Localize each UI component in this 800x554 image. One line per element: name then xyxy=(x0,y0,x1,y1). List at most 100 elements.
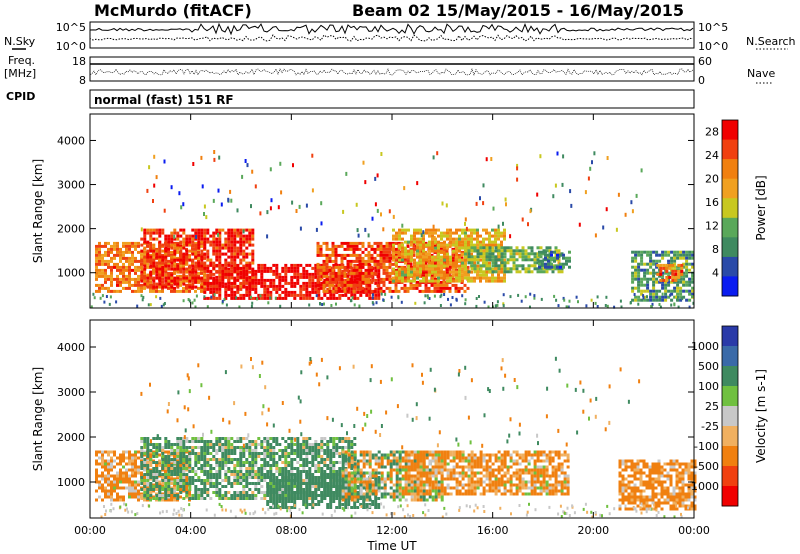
heatmap-cell xyxy=(236,437,240,440)
heatmap-cell xyxy=(254,272,258,276)
heatmap-cell xyxy=(191,234,195,238)
heatmap-cell xyxy=(449,261,452,265)
heatmap-cell xyxy=(398,234,401,238)
heatmap-cell xyxy=(182,270,186,274)
heatmap-cell xyxy=(497,243,500,247)
heatmap-cell xyxy=(236,494,240,497)
heatmap-cell xyxy=(155,494,159,497)
heatmap-cell xyxy=(140,461,144,464)
heatmap-cell xyxy=(131,283,134,287)
heatmap-cell xyxy=(485,267,489,271)
heatmap-cell xyxy=(206,281,210,285)
heatmap-cell xyxy=(155,276,159,280)
heatmap-cell xyxy=(691,292,695,296)
heatmap-cell xyxy=(248,473,252,476)
heatmap-cell xyxy=(343,271,347,275)
heatmap-cell xyxy=(667,253,671,257)
heatmap-cell xyxy=(446,246,449,250)
heatmap-cell xyxy=(263,458,267,461)
heatmap-cell xyxy=(406,289,410,293)
heatmap-cell xyxy=(164,255,168,259)
heatmap-cell xyxy=(390,295,393,299)
heatmap-cell xyxy=(241,174,244,179)
heatmap-cell xyxy=(568,299,571,303)
heatmap-cell xyxy=(331,277,335,281)
heatmap-cell xyxy=(325,280,329,284)
heatmap-cell xyxy=(160,304,163,308)
heatmap-cell xyxy=(128,286,131,290)
heatmap-cell xyxy=(155,443,159,446)
heatmap-cell xyxy=(137,259,140,263)
heatmap-cell xyxy=(488,264,491,268)
heatmap-cell xyxy=(191,250,194,254)
heatmap-cell xyxy=(392,279,395,283)
heatmap-cell xyxy=(392,246,395,250)
heatmap-cell xyxy=(652,271,656,275)
heatmap-cell xyxy=(260,269,264,273)
heatmap-cell xyxy=(200,479,204,482)
heatmap-cell xyxy=(119,462,122,466)
heatmap-cell xyxy=(161,273,165,277)
heatmap-cell xyxy=(382,268,386,272)
heatmap-cell xyxy=(128,489,131,493)
heatmap-cell xyxy=(299,293,303,297)
heatmap-cell xyxy=(458,270,461,274)
heatmap-cell xyxy=(143,494,147,497)
heatmap-cell xyxy=(248,270,252,274)
heatmap-cell xyxy=(200,228,204,232)
heatmap-cell xyxy=(153,183,156,188)
heatmap-cell xyxy=(667,295,671,299)
heatmap-cell xyxy=(203,234,207,238)
heatmap-cell xyxy=(227,246,231,250)
heatmap-cell xyxy=(188,470,192,473)
heatmap-cell xyxy=(203,467,207,470)
heatmap-cell xyxy=(254,443,258,446)
heatmap-cell xyxy=(242,473,246,476)
heatmap-cell xyxy=(221,479,225,482)
freq-unit-label: [MHz] xyxy=(4,67,36,80)
heatmap-cell xyxy=(236,284,240,288)
heatmap-cell xyxy=(437,240,440,244)
heatmap-cell xyxy=(128,256,131,260)
heatmap-cell xyxy=(437,258,440,262)
heatmap-cell xyxy=(212,443,216,446)
heatmap-cell xyxy=(203,273,207,277)
heatmap-cell xyxy=(125,277,128,281)
heatmap-cell xyxy=(357,233,360,238)
heatmap-cell xyxy=(448,265,452,269)
heatmap-cell xyxy=(524,258,528,262)
heatmap-cell xyxy=(676,286,680,290)
heatmap-cell xyxy=(655,280,659,284)
heatmap-cell xyxy=(275,287,279,291)
heatmap-cell xyxy=(319,277,323,281)
heatmap-cell xyxy=(442,283,446,287)
heatmap-cell xyxy=(200,458,204,461)
heatmap-cell xyxy=(107,250,110,254)
heatmap-cell xyxy=(140,476,144,479)
heatmap-cell xyxy=(432,155,435,160)
heatmap-cell xyxy=(434,255,437,259)
heatmap-cell xyxy=(203,290,207,294)
heatmap-cell xyxy=(224,266,228,270)
heatmap-cell xyxy=(155,228,159,232)
heatmap-cell xyxy=(458,246,461,250)
heatmap-cell xyxy=(227,287,231,291)
heatmap-cell xyxy=(470,237,473,241)
heatmap-cell xyxy=(224,296,228,300)
heatmap-cell xyxy=(128,474,131,478)
heatmap-cell xyxy=(149,289,152,293)
heatmap-cell xyxy=(146,249,150,253)
heatmap-cell xyxy=(343,256,347,260)
heatmap-cell xyxy=(334,265,338,269)
heatmap-cell xyxy=(331,259,335,263)
heatmap-cell xyxy=(254,494,258,497)
heatmap-cell xyxy=(101,453,104,457)
heatmap-cell xyxy=(227,263,231,267)
heatmap-cell xyxy=(164,476,168,479)
heatmap-cell xyxy=(170,449,174,452)
heatmap-cell xyxy=(203,461,207,464)
heatmap-cell xyxy=(338,470,342,473)
heatmap-cell xyxy=(385,265,389,269)
heatmap-cell xyxy=(293,284,297,288)
heatmap-cell xyxy=(419,240,422,244)
